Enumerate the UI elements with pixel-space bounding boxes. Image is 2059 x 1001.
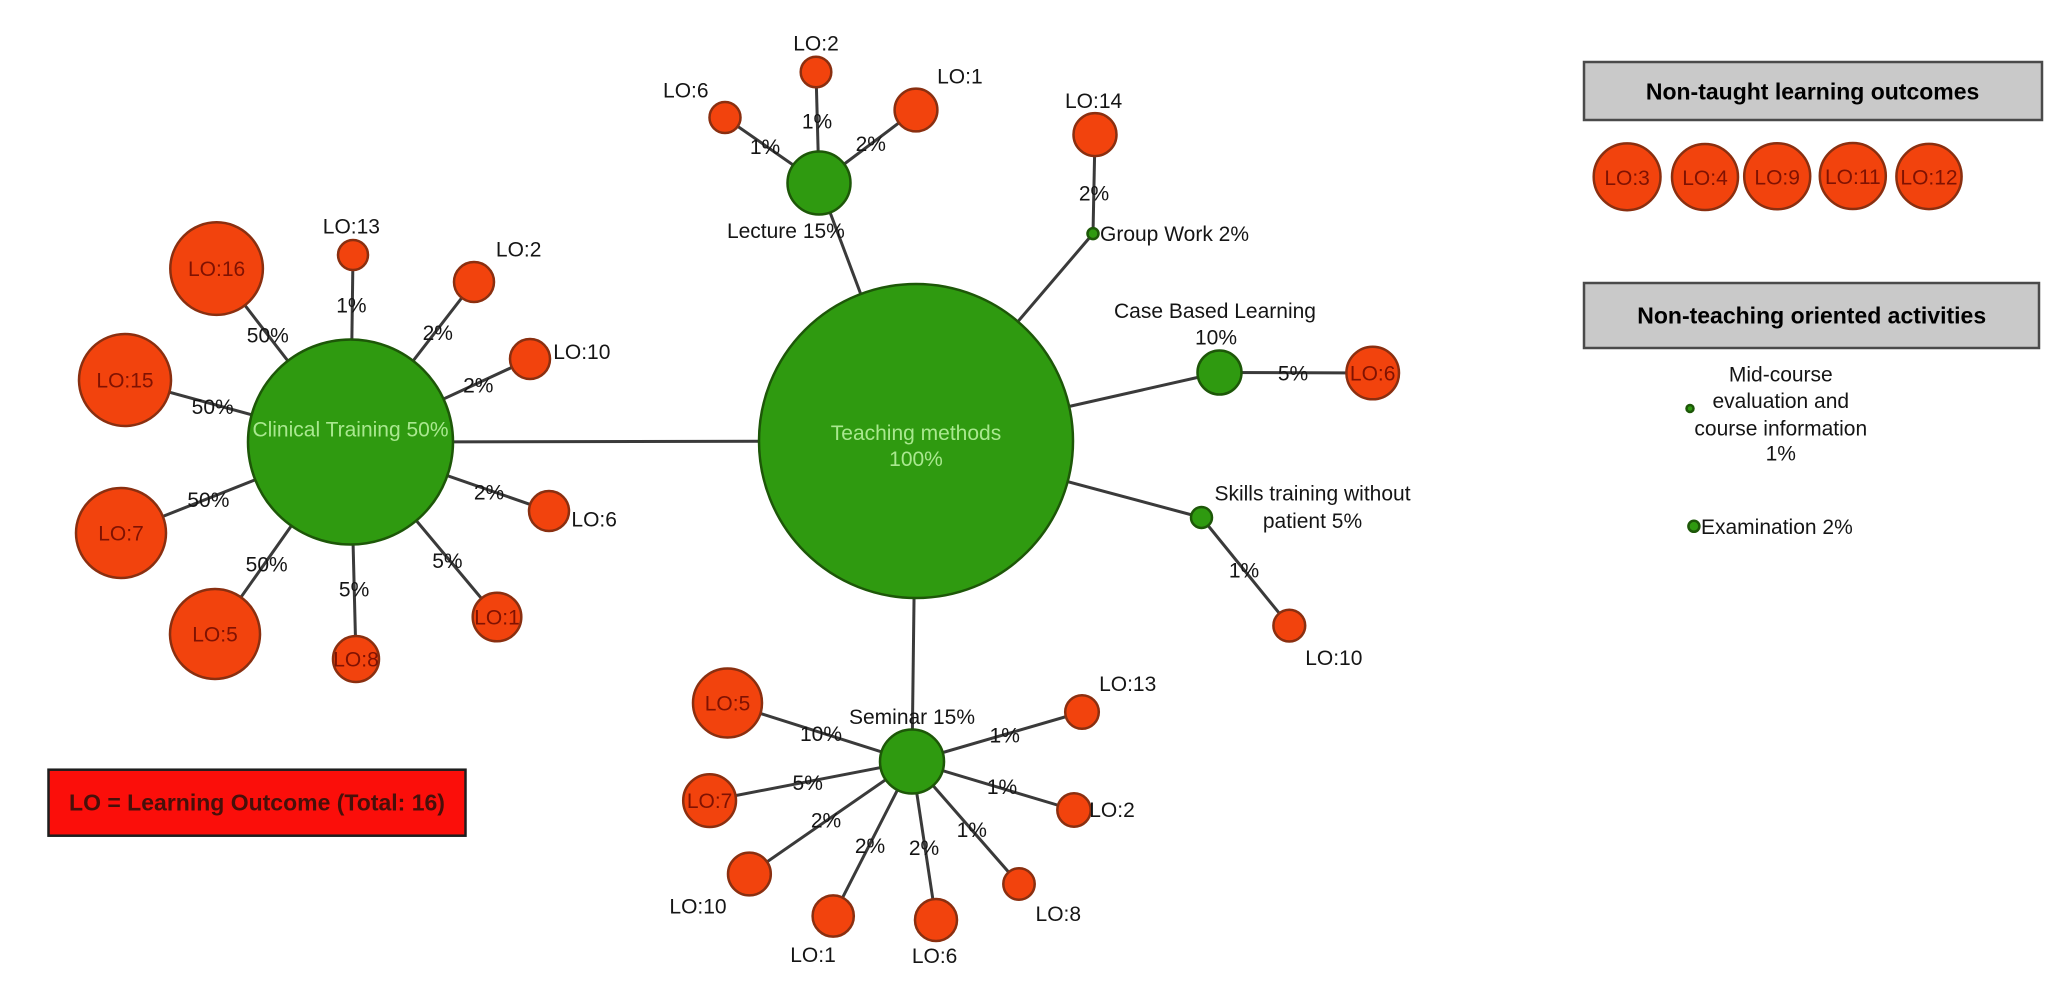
svg-text:Lecture 15%: Lecture 15%: [727, 220, 845, 243]
svg-text:2%: 2%: [423, 322, 453, 345]
svg-text:LO:10: LO:10: [553, 341, 610, 364]
svg-text:5%: 5%: [793, 772, 823, 795]
svg-text:LO:16: LO:16: [188, 258, 245, 281]
svg-text:course information: course information: [1694, 418, 1867, 441]
svg-text:LO:7: LO:7: [687, 790, 733, 813]
svg-text:LO:9: LO:9: [1754, 166, 1800, 189]
svg-text:5%: 5%: [1278, 363, 1308, 386]
svg-text:LO:1: LO:1: [790, 944, 836, 967]
svg-text:Case Based Learning: Case Based Learning: [1114, 300, 1316, 323]
svg-text:1%: 1%: [957, 819, 987, 842]
svg-text:Teaching methods: Teaching methods: [831, 422, 1001, 445]
svg-text:LO:2: LO:2: [793, 33, 839, 56]
svg-text:Mid-course: Mid-course: [1729, 364, 1833, 387]
svg-text:2%: 2%: [855, 835, 885, 858]
svg-text:2%: 2%: [474, 481, 504, 504]
svg-text:50%: 50%: [187, 489, 229, 512]
svg-text:2%: 2%: [463, 375, 493, 398]
svg-text:Clinical Training 50%: Clinical Training 50%: [252, 419, 448, 442]
svg-text:50%: 50%: [247, 324, 289, 347]
svg-text:LO:15: LO:15: [96, 370, 153, 393]
svg-text:1%: 1%: [987, 776, 1017, 799]
svg-text:10%: 10%: [800, 723, 842, 746]
svg-text:Non-taught learning outcomes: Non-taught learning outcomes: [1646, 78, 1980, 104]
svg-text:2%: 2%: [1079, 183, 1109, 206]
svg-text:50%: 50%: [192, 396, 234, 419]
svg-text:1%: 1%: [1766, 442, 1796, 465]
svg-text:LO:2: LO:2: [496, 239, 542, 262]
svg-text:100%: 100%: [889, 448, 943, 471]
svg-text:1%: 1%: [990, 724, 1020, 747]
svg-text:LO:3: LO:3: [1604, 167, 1650, 190]
svg-text:LO:2: LO:2: [1089, 799, 1135, 822]
svg-text:50%: 50%: [246, 554, 288, 577]
svg-text:LO:7: LO:7: [98, 523, 144, 546]
svg-text:LO:6: LO:6: [571, 508, 617, 531]
svg-text:Non-teaching oriented activiti: Non-teaching oriented activities: [1637, 303, 1986, 329]
svg-text:LO:12: LO:12: [1900, 167, 1957, 190]
svg-text:1%: 1%: [750, 136, 780, 159]
svg-text:LO:6: LO:6: [912, 945, 958, 968]
svg-text:evaluation and: evaluation and: [1712, 390, 1849, 413]
svg-text:LO:6: LO:6: [1350, 363, 1396, 386]
svg-text:LO:1: LO:1: [474, 607, 520, 630]
svg-text:LO:10: LO:10: [1305, 647, 1362, 670]
svg-text:LO:11: LO:11: [1825, 166, 1881, 189]
svg-text:1%: 1%: [336, 295, 366, 318]
svg-text:LO:1: LO:1: [937, 65, 983, 88]
svg-text:LO = Learning Outcome (Total:: LO = Learning Outcome (Total: 16): [69, 790, 445, 816]
svg-text:LO:14: LO:14: [1065, 90, 1123, 113]
svg-text:1%: 1%: [802, 111, 832, 134]
svg-text:10%: 10%: [1195, 327, 1237, 350]
svg-text:Group Work 2%: Group Work 2%: [1100, 223, 1249, 246]
svg-text:5%: 5%: [432, 550, 462, 573]
svg-text:LO:8: LO:8: [333, 649, 379, 672]
svg-text:2%: 2%: [856, 133, 886, 156]
svg-text:2%: 2%: [909, 837, 939, 860]
svg-text:LO:8: LO:8: [1036, 903, 1082, 926]
svg-text:patient 5%: patient 5%: [1263, 510, 1362, 533]
svg-text:LO:5: LO:5: [705, 693, 751, 716]
svg-text:Seminar 15%: Seminar 15%: [849, 706, 975, 729]
svg-text:1%: 1%: [1229, 560, 1259, 583]
svg-text:5%: 5%: [339, 579, 369, 602]
svg-text:LO:13: LO:13: [323, 215, 380, 238]
svg-text:Examination 2%: Examination 2%: [1701, 516, 1853, 539]
svg-text:LO:10: LO:10: [669, 895, 726, 918]
svg-text:LO:5: LO:5: [192, 624, 238, 647]
svg-text:LO:13: LO:13: [1099, 673, 1156, 696]
svg-text:Skills training without: Skills training without: [1214, 483, 1410, 506]
svg-text:2%: 2%: [811, 810, 841, 833]
svg-text:LO:4: LO:4: [1682, 167, 1728, 190]
svg-text:LO:6: LO:6: [663, 80, 709, 103]
